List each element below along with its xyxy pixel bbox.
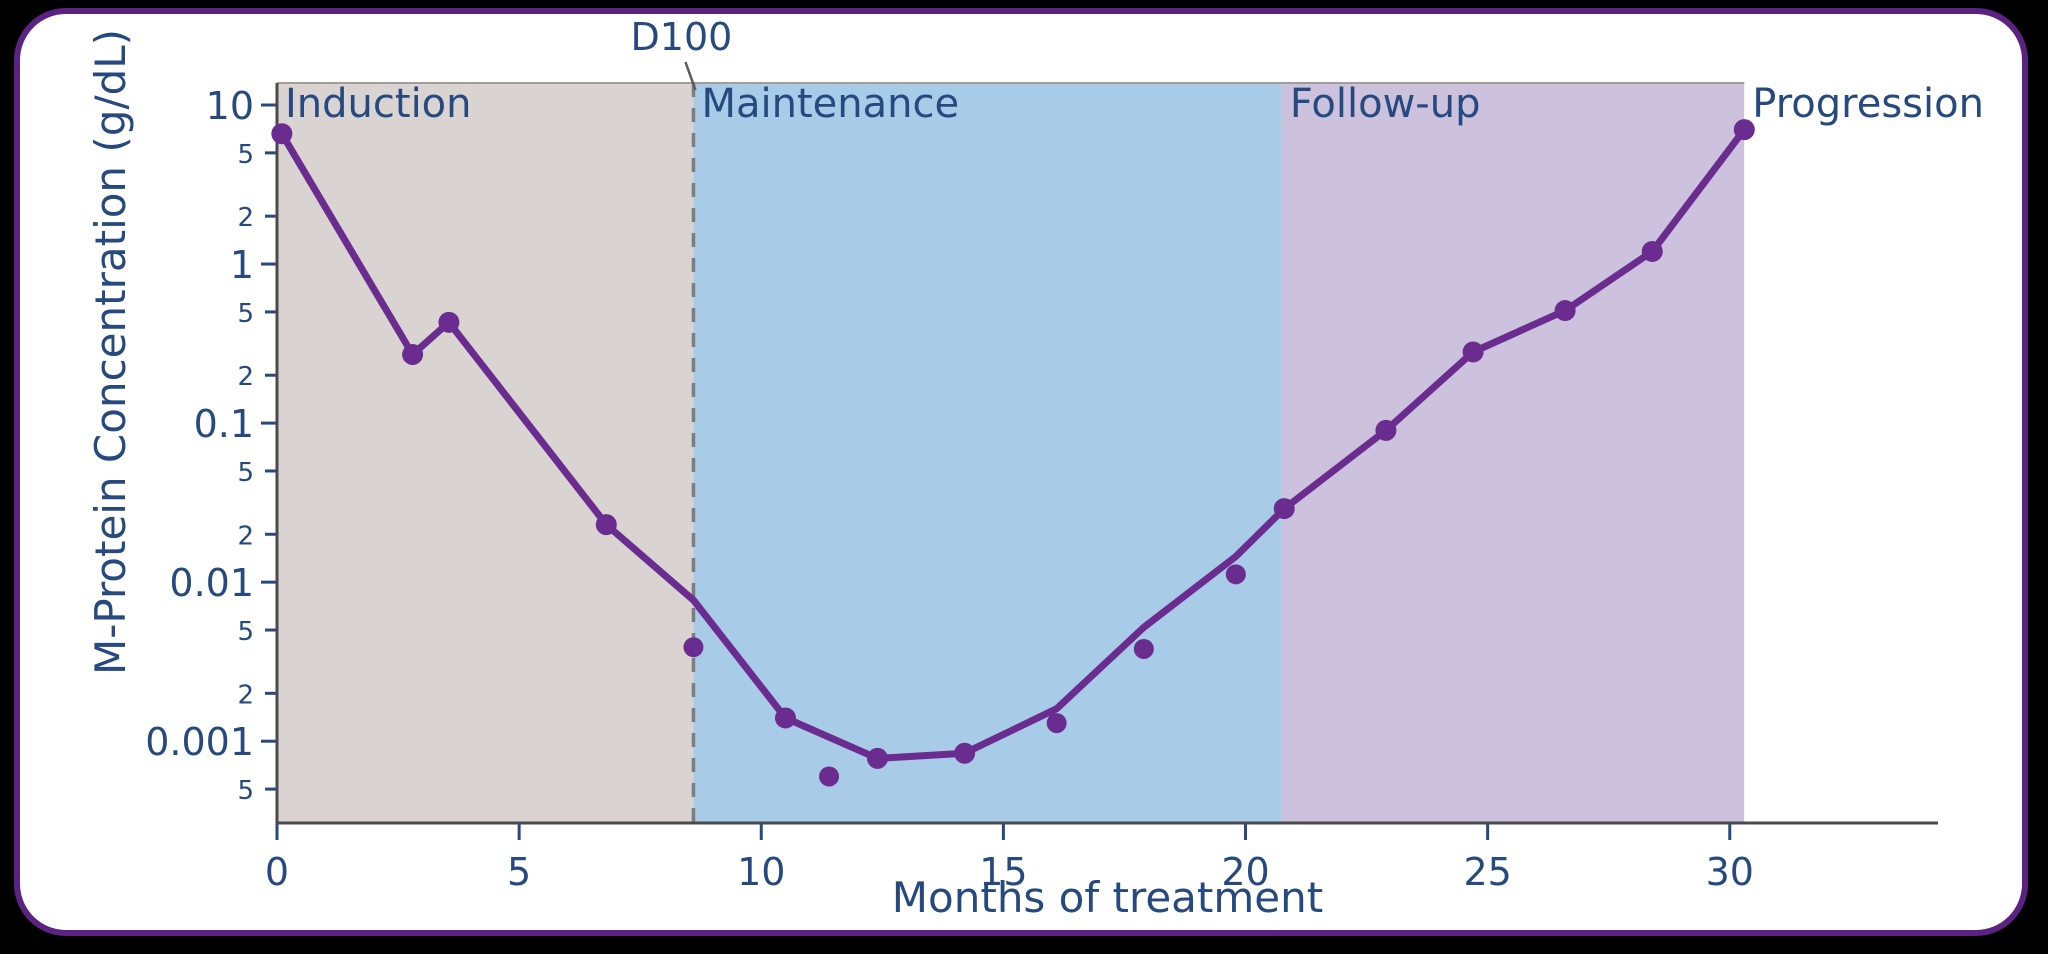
y-tick-label: 0.01: [169, 561, 254, 605]
phase-label-follow-up: Follow-up: [1290, 81, 1481, 127]
y-tick-label: 1: [230, 243, 254, 287]
y-tick-label: 2: [237, 362, 254, 392]
scatter-point: [683, 637, 704, 658]
y-tick-label: 2: [237, 521, 254, 551]
x-tick-label: 20: [1221, 850, 1269, 894]
phase-label-progression: Progression: [1752, 81, 1984, 127]
y-axis-title: M-Protein Concentration (g/dL): [86, 29, 135, 675]
phase-labels-layer: Induction Maintenance Follow-up Progression: [285, 81, 1984, 127]
phase-label-induction: Induction: [285, 81, 472, 127]
x-tick-label: 25: [1463, 850, 1511, 894]
data-point: [595, 514, 617, 536]
x-tick-label: 10: [737, 850, 785, 894]
x-tick-label: 15: [979, 850, 1027, 894]
y-tick-label: 5: [237, 617, 254, 647]
y-tick-label: 5: [237, 458, 254, 488]
data-point: [402, 343, 424, 365]
data-point: [1462, 341, 1484, 363]
data-point: [271, 123, 293, 145]
x-tick-label: 0: [265, 850, 289, 894]
y-tick-label: 5: [237, 299, 254, 329]
data-point: [774, 707, 796, 729]
trend-line: [278, 126, 1748, 762]
y-tick-label: 0.1: [194, 402, 254, 446]
data-point: [1733, 119, 1755, 141]
data-point: [954, 742, 976, 764]
data-point: [1641, 240, 1663, 262]
scatter-point: [819, 766, 840, 787]
y-tick-label: 0.001: [145, 720, 254, 764]
data-point: [866, 747, 888, 769]
phase-region-induction: [277, 83, 694, 823]
d100-connector-line: [684, 61, 697, 91]
y-tick-label: 2: [237, 203, 254, 233]
data-point: [438, 311, 460, 333]
data-point: [1273, 498, 1295, 520]
y-tick-label: 5: [237, 140, 254, 170]
scatter-point: [1046, 713, 1067, 734]
phase-region-progression: [1744, 83, 1938, 823]
series-layer: [271, 119, 1755, 787]
scatter-point: [1133, 638, 1154, 659]
phase-region-maintenance: [693, 83, 1282, 823]
y-tick-label: 10: [206, 84, 254, 128]
y-tick-label: 5: [237, 776, 254, 806]
y-tick-label: 2: [237, 680, 254, 710]
x-tick-label: 30: [1706, 850, 1754, 894]
annotation-layer: [684, 61, 697, 823]
x-axis-title: Months of treatment: [892, 873, 1323, 922]
data-point: [1554, 300, 1576, 322]
scatter-point: [1225, 564, 1246, 585]
data-point: [1375, 419, 1397, 441]
d100-annotation-label: D100: [631, 15, 733, 59]
phase-label-maintenance: Maintenance: [701, 81, 959, 127]
x-tick-label: 5: [507, 850, 531, 894]
phase-regions: [277, 82, 1938, 823]
